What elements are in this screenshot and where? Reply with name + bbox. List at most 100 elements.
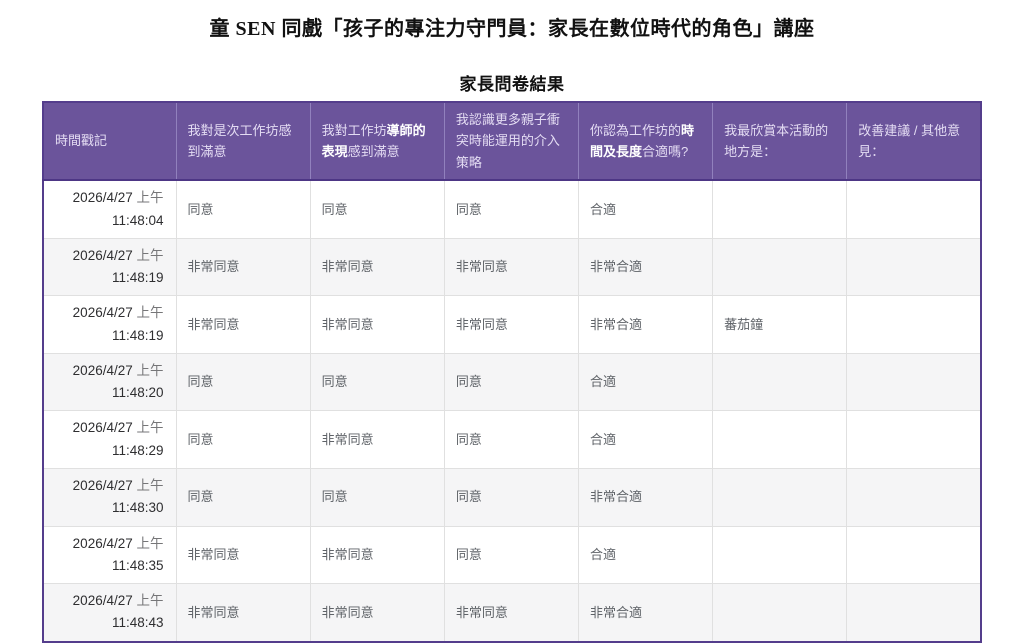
cell-workshop-satisfaction: 同意 (175, 410, 311, 469)
timestamp-ampm: 上午 (136, 362, 164, 378)
timestamp-date: 2026/4/27 (72, 535, 133, 551)
cell-time-length: 合適 (577, 525, 714, 585)
cell-workshop-satisfaction: 非常同意 (175, 583, 311, 643)
cell-intervention-strategies: 非常同意 (443, 583, 579, 643)
header-label: 我認識更多親子衝突時能運用的介入策略 (455, 112, 560, 170)
header-cell-time-length: 你認為工作坊的時間及長度合適嗎? (577, 102, 713, 182)
header-cell-intervention-strategies: 我認識更多親子衝突時能運用的介入策略 (443, 102, 579, 182)
cell-suggestions (846, 525, 982, 585)
cell-best-aspect (712, 352, 848, 412)
cell-suggestions (846, 410, 982, 469)
header-label-bold: 時間及長度 (589, 122, 694, 160)
cell-time-length: 非常合適 (577, 295, 714, 354)
timestamp-ampm: 上午 (136, 420, 164, 436)
timestamp-time: 11:48:19 (111, 270, 164, 286)
timestamp-time: 11:48:30 (111, 500, 164, 516)
cell-suggestions (846, 179, 982, 239)
table-row: 2026/4/27 上午 11:48:19 非常同意 非常同意 非常同意 非常合適 (42, 237, 982, 297)
timestamp-time: 11:48:19 (111, 327, 164, 343)
header-label: 你認為工作坊的 (589, 122, 681, 138)
timestamp-date: 2026/4/27 (72, 362, 133, 378)
cell-suggestions (846, 467, 982, 527)
cell-workshop-satisfaction: 非常同意 (175, 525, 311, 585)
cell-instructor-performance: 非常同意 (309, 410, 445, 469)
cell-instructor-performance: 同意 (309, 179, 445, 239)
header-cell-workshop-satisfaction: 我對是次工作坊感到滿意 (175, 102, 311, 182)
header-cell-timestamp: 時間戳記 (43, 102, 176, 182)
timestamp-ampm: 上午 (136, 247, 164, 263)
timestamp-date: 2026/4/27 (72, 477, 133, 493)
results-table-container: 時間戳記 我對是次工作坊感到滿意 我對工作坊導師的表現感到滿意 我認識更多親子衝… (42, 101, 982, 643)
cell-instructor-performance: 非常同意 (309, 237, 445, 297)
cell-best-aspect (712, 237, 848, 297)
cell-time-length: 合適 (577, 179, 714, 239)
table-row: 2026/4/27 上午 11:48:19 非常同意 非常同意 非常同意 非常合適… (42, 295, 982, 354)
header-cell-instructor-performance: 我對工作坊導師的表現感到滿意 (309, 102, 445, 182)
cell-intervention-strategies: 同意 (443, 179, 579, 239)
cell-timestamp: 2026/4/27 上午 11:48:43 (42, 583, 177, 643)
header-label: 我對是次工作坊感到滿意 (187, 122, 292, 160)
table-header-row: 時間戳記 我對是次工作坊感到滿意 我對工作坊導師的表現感到滿意 我認識更多親子衝… (43, 102, 981, 182)
timestamp-time: 11:48:04 (111, 212, 164, 228)
page-title: 童 SEN 同戲「孩子的專注力守門員：家長在數位時代的角色」講座 (209, 18, 815, 40)
cell-suggestions (846, 352, 982, 412)
header-label: 合適嗎? (641, 144, 689, 160)
cell-suggestions (846, 237, 982, 297)
table-row: 2026/4/27 上午 11:48:43 非常同意 非常同意 非常同意 非常合適 (42, 583, 982, 643)
header-label: 我對工作坊 (321, 122, 387, 138)
header-label-bold: 導師的表現 (321, 122, 426, 160)
header-label: 改善建議 / 其他意見： (858, 122, 961, 160)
cell-workshop-satisfaction: 非常同意 (175, 237, 311, 297)
timestamp-date: 2026/4/27 (72, 593, 133, 609)
table-row: 2026/4/27 上午 11:48:35 非常同意 非常同意 同意 合適 (42, 525, 982, 585)
cell-intervention-strategies: 同意 (443, 525, 579, 585)
timestamp-time: 11:48:35 (111, 557, 164, 573)
table-row: 2026/4/27 上午 11:48:30 同意 同意 同意 非常合適 (42, 467, 982, 527)
timestamp-date: 2026/4/27 (72, 420, 133, 436)
cell-suggestions (846, 295, 982, 354)
cell-time-length: 合適 (577, 410, 714, 469)
cell-time-length: 非常合適 (577, 583, 714, 643)
header-cell-best-aspect: 我最欣賞本活動的地方是： (712, 102, 847, 182)
timestamp-time: 11:48:29 (111, 442, 164, 458)
timestamp-date: 2026/4/27 (72, 305, 133, 321)
cell-best-aspect (712, 410, 848, 469)
page-subtitle: 家長問卷結果 (459, 75, 565, 94)
cell-best-aspect: 蕃茄鐘 (712, 295, 848, 354)
header-label: 時間戳記 (55, 133, 108, 149)
survey-results-table: 時間戳記 我對是次工作坊感到滿意 我對工作坊導師的表現感到滿意 我認識更多親子衝… (42, 101, 982, 643)
cell-intervention-strategies: 非常同意 (443, 295, 579, 354)
cell-instructor-performance: 同意 (309, 467, 445, 527)
cell-instructor-performance: 非常同意 (309, 295, 445, 354)
cell-instructor-performance: 同意 (309, 352, 445, 412)
timestamp-ampm: 上午 (136, 477, 164, 493)
timestamp-time: 11:48:20 (111, 385, 164, 401)
cell-suggestions (846, 583, 982, 643)
cell-timestamp: 2026/4/27 上午 11:48:29 (42, 410, 177, 469)
cell-intervention-strategies: 同意 (443, 467, 579, 527)
cell-best-aspect (712, 583, 848, 643)
cell-timestamp: 2026/4/27 上午 11:48:35 (42, 525, 177, 585)
cell-time-length: 非常合適 (577, 237, 714, 297)
cell-workshop-satisfaction: 非常同意 (175, 295, 311, 354)
cell-workshop-satisfaction: 同意 (175, 352, 311, 412)
timestamp-ampm: 上午 (136, 593, 164, 609)
timestamp-ampm: 上午 (136, 190, 164, 206)
cell-intervention-strategies: 同意 (443, 352, 579, 412)
table-row: 2026/4/27 上午 11:48:20 同意 同意 同意 合適 (42, 352, 982, 412)
cell-instructor-performance: 非常同意 (309, 525, 445, 585)
cell-intervention-strategies: 同意 (443, 410, 579, 469)
cell-time-length: 合適 (577, 352, 714, 412)
cell-timestamp: 2026/4/27 上午 11:48:30 (42, 467, 177, 527)
table-row: 2026/4/27 上午 11:48:04 同意 同意 同意 合適 (42, 179, 982, 239)
timestamp-time: 11:48:43 (111, 615, 164, 631)
cell-best-aspect (712, 467, 848, 527)
header-label: 我最欣賞本活動的地方是： (724, 122, 829, 160)
cell-workshop-satisfaction: 同意 (175, 467, 311, 527)
cell-timestamp: 2026/4/27 上午 11:48:20 (42, 352, 177, 412)
cell-timestamp: 2026/4/27 上午 11:48:19 (42, 237, 177, 297)
timestamp-ampm: 上午 (136, 305, 164, 321)
timestamp-ampm: 上午 (136, 535, 164, 551)
table-row: 2026/4/27 上午 11:48:29 同意 非常同意 同意 合適 (42, 410, 982, 469)
cell-timestamp: 2026/4/27 上午 11:48:19 (42, 295, 177, 354)
